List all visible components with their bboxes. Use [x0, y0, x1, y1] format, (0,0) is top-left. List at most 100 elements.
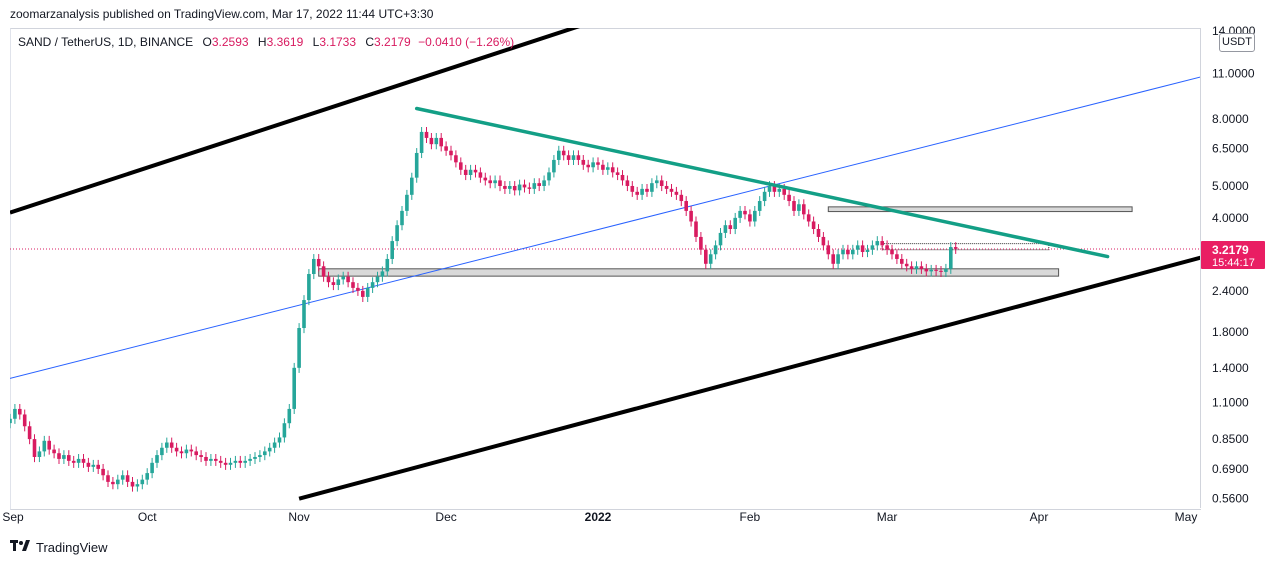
- y-tick-label: 1.1000: [1212, 395, 1249, 409]
- candle: [762, 186, 767, 207]
- candle-body: [145, 473, 149, 480]
- y-tick-label: 0.6900: [1212, 462, 1249, 476]
- channel-lower-line[interactable]: [298, 243, 1255, 501]
- candle-body: [557, 150, 561, 160]
- candle: [478, 167, 483, 183]
- tradingview-logo-icon: [10, 540, 30, 555]
- candle-body: [91, 464, 96, 467]
- candle: [615, 167, 620, 181]
- candle: [13, 404, 17, 424]
- candle: [111, 476, 115, 490]
- candle-body: [650, 183, 654, 192]
- candle: [571, 150, 576, 166]
- candle-body: [243, 460, 247, 463]
- candle: [414, 148, 419, 183]
- candle-body: [341, 276, 345, 280]
- candle: [449, 145, 453, 161]
- candle-body: [375, 276, 380, 283]
- candle-body: [302, 300, 306, 329]
- candle-body: [111, 481, 115, 485]
- candle-body: [258, 455, 262, 457]
- candle-body: [135, 484, 140, 487]
- candle: [792, 196, 796, 216]
- candle-body: [312, 258, 316, 275]
- candle: [900, 254, 904, 269]
- candle: [282, 418, 287, 443]
- candle: [566, 150, 571, 166]
- candle: [655, 175, 659, 189]
- candle-body: [488, 180, 492, 184]
- candle: [640, 183, 644, 200]
- candle: [76, 453, 81, 468]
- channel-upper-line[interactable]: [10, 22, 593, 215]
- candle: [561, 145, 566, 161]
- y-tick-label: 6.5000: [1212, 142, 1249, 156]
- x-tick-label: Apr: [1030, 510, 1049, 524]
- candle-body: [473, 169, 478, 173]
- blue-trend-line[interactable]: [10, 63, 1255, 379]
- candle: [811, 216, 816, 235]
- candle-body: [635, 191, 639, 195]
- y-tick-label: 1.8000: [1212, 325, 1249, 339]
- candle: [870, 240, 875, 255]
- candle-body: [272, 442, 277, 448]
- candle: [365, 282, 370, 302]
- candle: [86, 457, 91, 472]
- candle: [851, 244, 855, 260]
- candle: [718, 227, 723, 251]
- candle: [52, 444, 56, 459]
- candle: [101, 463, 105, 481]
- candle: [228, 457, 233, 470]
- candle-body: [571, 155, 576, 160]
- candle: [512, 181, 517, 196]
- candle-body: [723, 225, 728, 233]
- candle-body: [150, 462, 154, 474]
- y-tick-label: 0.5600: [1212, 492, 1249, 506]
- candle-body: [449, 150, 453, 156]
- candle-body: [57, 453, 61, 459]
- candle-body: [904, 263, 909, 267]
- descending-trendline[interactable]: [414, 106, 1110, 259]
- candle-body: [385, 258, 390, 272]
- candle: [522, 179, 527, 193]
- candle: [27, 421, 32, 445]
- candle: [664, 181, 669, 194]
- candle-body: [895, 254, 899, 259]
- candle-body: [18, 408, 22, 415]
- candle-body: [659, 180, 664, 186]
- candle: [713, 240, 718, 260]
- y-tick-label: 4.0000: [1212, 211, 1249, 225]
- candle: [331, 277, 336, 291]
- candle-body: [581, 159, 586, 165]
- resistance-zone[interactable]: [827, 206, 1133, 213]
- support-zone[interactable]: [318, 268, 1060, 277]
- x-tick-label: 2022: [585, 510, 612, 524]
- candle: [929, 264, 933, 277]
- candle-body: [76, 458, 81, 463]
- currency-button[interactable]: USDT: [1219, 33, 1255, 52]
- candle: [488, 175, 492, 189]
- candle-body: [811, 221, 816, 229]
- candle-body: [106, 475, 110, 482]
- candle: [302, 295, 306, 334]
- candle-body: [32, 439, 37, 457]
- candle-body: [733, 217, 737, 229]
- candle-body: [625, 180, 630, 186]
- candle-body: [307, 274, 311, 301]
- candle: [223, 457, 228, 470]
- candle: [356, 282, 360, 296]
- candle: [243, 455, 247, 468]
- candle-body: [944, 268, 948, 272]
- candle-body: [767, 185, 772, 192]
- candle: [753, 205, 757, 227]
- candle: [263, 446, 267, 461]
- candle-body: [620, 174, 625, 181]
- candle-body: [713, 245, 718, 255]
- candle-body: [953, 247, 958, 249]
- candle-body: [454, 155, 458, 163]
- candle: [865, 244, 870, 258]
- candle-body: [645, 188, 649, 192]
- candle-body: [836, 254, 840, 264]
- candle-body: [395, 225, 399, 242]
